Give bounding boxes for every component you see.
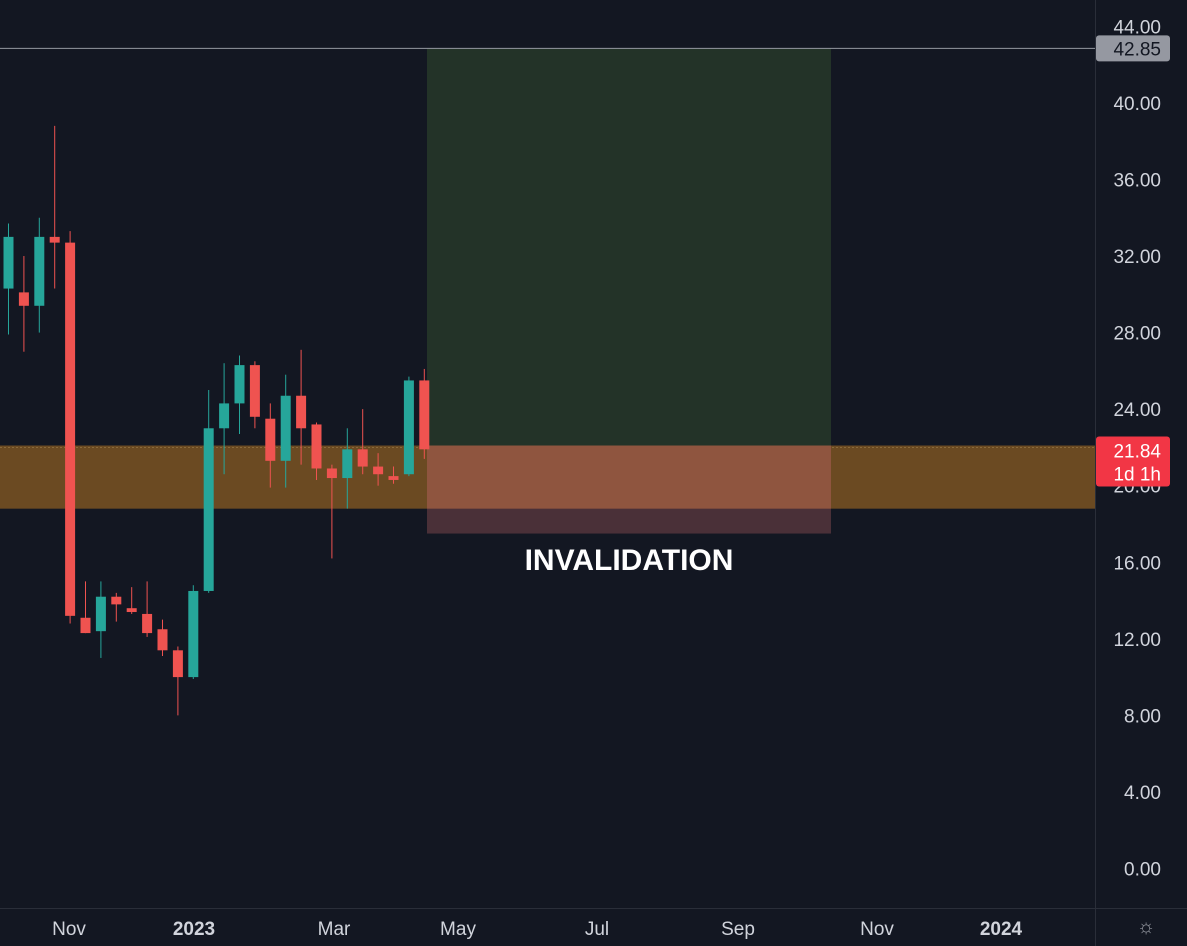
- candle-body[interactable]: [265, 418, 276, 461]
- candle-body[interactable]: [342, 449, 353, 479]
- candle-body[interactable]: [419, 380, 430, 450]
- y-tick-label: 28.00: [1113, 324, 1161, 345]
- candle-body[interactable]: [280, 395, 291, 461]
- candle-body[interactable]: [234, 365, 245, 404]
- x-tick-label: Nov: [52, 919, 86, 940]
- y-tick-label: 44.00: [1113, 17, 1161, 38]
- x-tick-label: May: [440, 919, 476, 940]
- y-tick-label: 4.00: [1124, 783, 1161, 804]
- y-tick-label: 36.00: [1113, 170, 1161, 191]
- candle-body[interactable]: [373, 466, 384, 475]
- candle-body[interactable]: [3, 236, 14, 289]
- invalidation-label: INVALIDATION: [525, 544, 734, 577]
- candle-body[interactable]: [18, 292, 29, 306]
- x-tick-label: Sep: [721, 919, 755, 940]
- y-tick-label: 24.00: [1113, 400, 1161, 421]
- y-tick-label: 12.00: [1113, 630, 1161, 651]
- candle-body[interactable]: [357, 449, 368, 467]
- y-tick-label: 40.00: [1113, 94, 1161, 115]
- target-price-tag: [1096, 35, 1170, 62]
- x-tick-label: Jul: [585, 919, 609, 940]
- sun-settings-icon[interactable]: ☼: [1136, 916, 1156, 938]
- x-tick-label: Mar: [318, 919, 351, 940]
- countdown-label: 1d 1h: [1113, 464, 1161, 485]
- x-tick-label: Nov: [860, 919, 894, 940]
- candle-body[interactable]: [49, 236, 60, 243]
- candle-body[interactable]: [311, 424, 322, 469]
- candle-body[interactable]: [126, 608, 137, 613]
- target-price-tag-label: 42.85: [1113, 39, 1161, 60]
- y-tick-label: 32.00: [1113, 247, 1161, 268]
- candle-body[interactable]: [111, 596, 122, 605]
- candle-body[interactable]: [34, 236, 45, 306]
- candle-body[interactable]: [172, 650, 183, 678]
- candle-body[interactable]: [388, 476, 399, 480]
- x-tick-label: 2023: [173, 919, 215, 940]
- last-price-label: 21.84: [1113, 441, 1161, 462]
- candle-body[interactable]: [403, 380, 414, 475]
- candle-body[interactable]: [326, 468, 337, 479]
- candle-body[interactable]: [296, 395, 307, 429]
- x-tick-label: 2024: [980, 919, 1023, 940]
- candle-body[interactable]: [80, 617, 91, 634]
- y-tick-label: 8.00: [1124, 706, 1161, 727]
- y-tick-label: 16.00: [1113, 553, 1161, 574]
- candle-body[interactable]: [65, 242, 76, 616]
- stop-zone-overlap: [427, 445, 831, 509]
- candle-body[interactable]: [203, 428, 214, 591]
- candle-body[interactable]: [157, 629, 168, 651]
- candle-body[interactable]: [219, 403, 230, 429]
- target-zone[interactable]: [427, 48, 831, 446]
- y-tick-label: 0.00: [1124, 860, 1161, 881]
- candle-body[interactable]: [95, 596, 106, 632]
- candle-body[interactable]: [188, 590, 199, 678]
- last-price-tag: [1096, 436, 1170, 487]
- candle-body[interactable]: [249, 365, 260, 417]
- candle-body[interactable]: [142, 613, 153, 634]
